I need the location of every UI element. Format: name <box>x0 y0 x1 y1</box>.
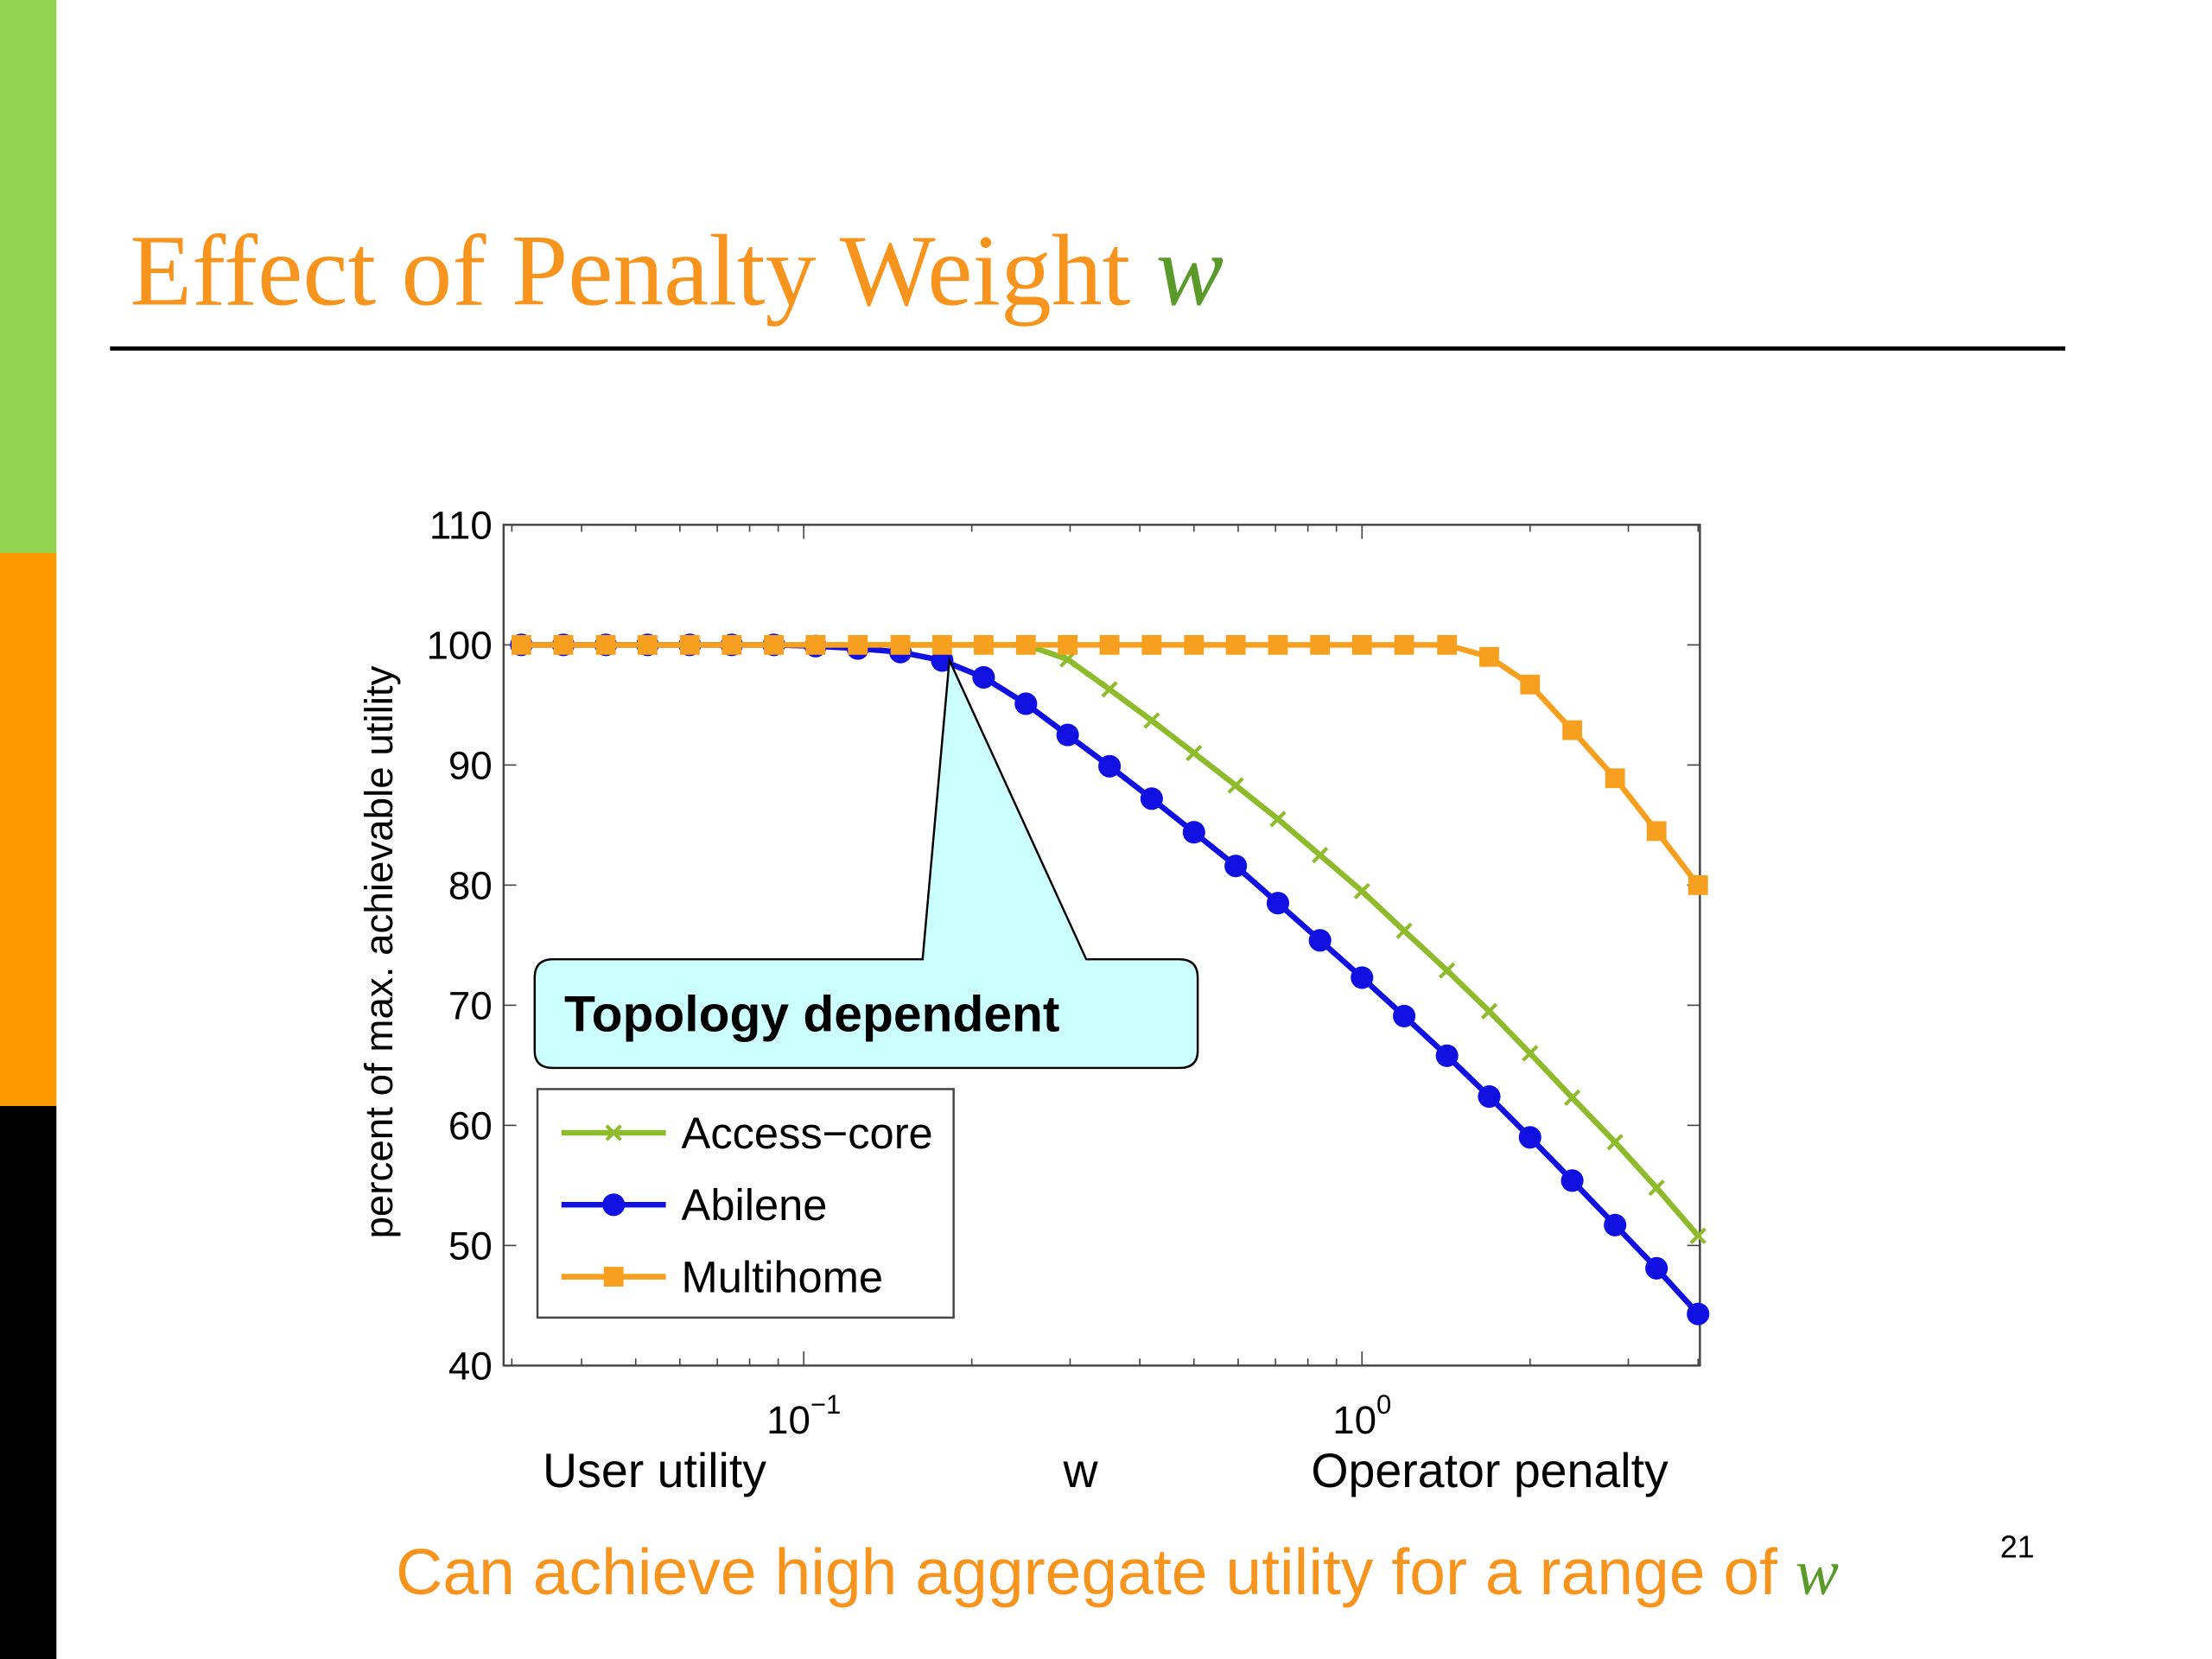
point <box>1268 634 1288 655</box>
point <box>890 634 911 655</box>
point <box>721 634 742 655</box>
legend-marker <box>602 1193 626 1217</box>
legend-marker <box>603 1267 624 1287</box>
point <box>1646 821 1667 842</box>
y-tick-label: 110 <box>429 504 493 548</box>
y-tick-label: 70 <box>448 984 493 1028</box>
point <box>1269 810 1287 828</box>
annotation: Topology dependent <box>564 986 1059 1042</box>
y-tick-label: 100 <box>427 624 493 668</box>
x-axis-label: w <box>1063 1444 1099 1497</box>
slide-title: Effect of Penalty Weight w <box>130 215 1224 327</box>
callout <box>533 656 1199 1070</box>
point <box>553 634 574 655</box>
point <box>1056 723 1079 747</box>
point <box>637 634 658 655</box>
point <box>1605 768 1625 789</box>
point <box>1014 692 1038 715</box>
point <box>805 634 826 655</box>
point <box>1015 634 1036 655</box>
caption-text: Can achieve high aggregate utility for a… <box>396 1535 1777 1608</box>
point <box>1224 855 1248 878</box>
y-tick-label: 60 <box>448 1104 493 1148</box>
point <box>1687 1302 1710 1325</box>
x-label-right: Operator penalty <box>1311 1444 1669 1497</box>
x-tick-label: 10−1 <box>766 1389 841 1442</box>
point <box>1437 634 1458 655</box>
point <box>1098 754 1122 778</box>
point <box>1184 634 1205 655</box>
y-tick-label: 80 <box>448 864 493 908</box>
point <box>1182 821 1205 844</box>
point <box>1312 847 1329 864</box>
point <box>511 634 531 655</box>
point <box>1479 646 1499 667</box>
point <box>1393 1004 1416 1027</box>
point <box>1395 922 1413 939</box>
point <box>1606 1134 1624 1151</box>
point <box>1560 1169 1584 1192</box>
point <box>1185 744 1203 762</box>
point <box>1353 882 1370 899</box>
legend-label: Multihome <box>682 1253 883 1302</box>
page-number: 21 <box>2000 1529 2035 1564</box>
point <box>1143 712 1160 729</box>
y-tick-label: 50 <box>448 1224 493 1268</box>
point <box>1101 681 1118 698</box>
point <box>1520 674 1541 695</box>
point <box>1351 634 1372 655</box>
point <box>1478 1084 1501 1109</box>
point <box>1562 720 1582 741</box>
point <box>1099 634 1120 655</box>
point <box>1351 966 1374 989</box>
point <box>1563 1089 1581 1107</box>
point <box>972 665 995 689</box>
point <box>1480 1002 1498 1020</box>
point <box>1604 1213 1627 1236</box>
side-bar-green <box>0 0 57 553</box>
caption: Can achieve high aggregate utility for a… <box>396 1535 1839 1609</box>
caption-var: w <box>1796 1537 1839 1609</box>
y-tick-label: 40 <box>448 1344 493 1389</box>
point <box>1058 634 1078 655</box>
point <box>1227 777 1244 794</box>
point <box>1140 787 1163 810</box>
point <box>1308 929 1332 952</box>
point <box>1141 634 1162 655</box>
point <box>1522 1045 1539 1062</box>
point <box>1310 634 1331 655</box>
point <box>931 634 952 655</box>
side-bar-orange <box>0 553 57 1106</box>
point <box>1689 1227 1707 1244</box>
point <box>1394 634 1414 655</box>
legend-label: Access−core <box>682 1109 933 1158</box>
point <box>1645 1256 1669 1280</box>
y-axis-label: percent of max. achievable utility <box>357 665 401 1238</box>
y-tick-label: 90 <box>448 744 493 788</box>
chart: 40 50 60 70 80 90 100 110 10−1 100 percent of max.… <box>357 504 1710 1497</box>
point <box>1688 874 1708 895</box>
side-bar-black <box>0 1106 57 1659</box>
title-var: w <box>1156 215 1224 327</box>
point <box>1225 634 1246 655</box>
point <box>764 634 785 655</box>
point <box>1439 962 1456 979</box>
point <box>679 634 700 655</box>
point <box>595 634 616 655</box>
legend-label: Abilene <box>682 1180 828 1230</box>
point <box>1648 1179 1665 1197</box>
x-tick-label: 100 <box>1332 1389 1391 1442</box>
point <box>1266 892 1290 915</box>
point <box>973 634 994 655</box>
title-text: Effect of Penalty Weight <box>130 215 1130 327</box>
x-label-left: User utility <box>543 1444 766 1497</box>
point <box>1435 1044 1459 1067</box>
point <box>848 634 868 655</box>
legend-marker <box>605 1124 622 1141</box>
point <box>1518 1126 1541 1149</box>
